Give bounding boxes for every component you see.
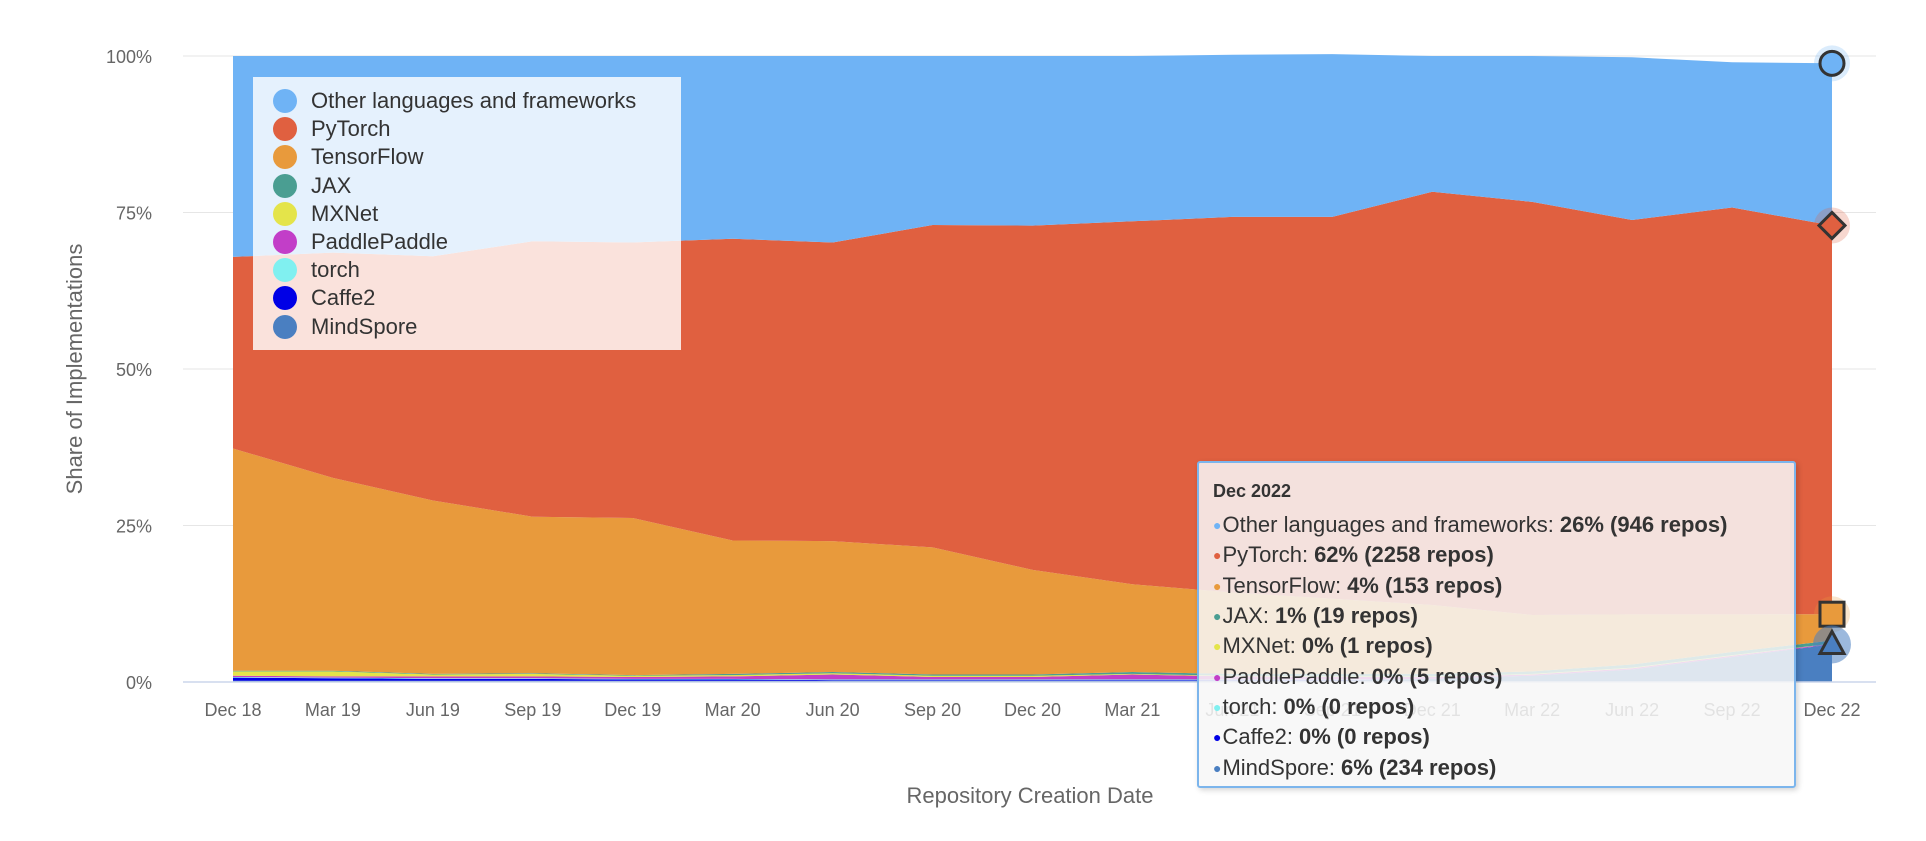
- tooltip-series-name: MXNet:: [1222, 633, 1296, 659]
- legend-swatch: [273, 230, 297, 255]
- tooltip-series-name: JAX:: [1222, 603, 1269, 629]
- tooltip-bullet: ●: [1213, 729, 1222, 746]
- tooltip-bullet: ●: [1213, 608, 1222, 625]
- tooltip-series-value: 26% (946 repos): [1559, 512, 1728, 538]
- y-axis-title: Share of Implementations: [62, 244, 87, 495]
- x-tick-label: Mar 21: [1104, 700, 1160, 720]
- legend-item[interactable]: PyTorch: [273, 115, 681, 143]
- x-tick-label: Dec 20: [1004, 700, 1061, 720]
- legend-item[interactable]: MindSpore: [273, 313, 681, 341]
- legend-item[interactable]: torch: [273, 256, 681, 284]
- legend-label: torch: [311, 257, 360, 283]
- y-tick-label: 100%: [106, 47, 152, 67]
- tooltip-series-value: 0% (0 repos): [1283, 693, 1415, 719]
- legend-label: PaddlePaddle: [311, 229, 449, 255]
- legend-item[interactable]: Other languages and frameworks: [273, 87, 681, 115]
- legend-item[interactable]: Caffe2: [273, 284, 681, 312]
- y-tick-label: 0%: [126, 673, 152, 693]
- tooltip-row: ● Other languages and frameworks: 26% (946…: [1213, 510, 1794, 540]
- tooltip-row: ● MindSpore: 6% (234 repos): [1213, 752, 1794, 782]
- tooltip-series-value: 6% (234 repos): [1340, 754, 1497, 780]
- legend-label: PyTorch: [311, 116, 391, 142]
- tooltip-series-name: MindSpore:: [1222, 754, 1335, 780]
- tooltip-series-value: 62% (2258 repos): [1314, 542, 1494, 568]
- legend-label: Caffe2: [311, 285, 376, 311]
- tooltip-series-value: 0% (0 repos): [1299, 724, 1430, 750]
- x-tick-label: Dec 22: [1803, 700, 1860, 720]
- x-tick-label: Sep 20: [904, 700, 961, 720]
- legend-swatch: [273, 145, 297, 170]
- area-mxnet: [233, 643, 1832, 677]
- x-tick-label: Jun 20: [806, 700, 860, 720]
- legend-swatch: [273, 117, 297, 142]
- tooltip-bullet: ●: [1213, 577, 1222, 594]
- tooltip-row: ● TensorFlow: 4% (153 repos): [1213, 571, 1794, 601]
- x-axis-title: Repository Creation Date: [906, 783, 1153, 808]
- legend-label: TensorFlow: [311, 144, 424, 170]
- tooltip-series-name: torch:: [1222, 693, 1278, 719]
- tooltip-row: ● JAX: 1% (19 repos): [1213, 601, 1794, 631]
- legend-swatch: [273, 201, 297, 226]
- legend-label: MXNet: [311, 200, 379, 226]
- y-tick-label: 50%: [116, 360, 152, 380]
- tooltip-series-name: PaddlePaddle:: [1222, 663, 1366, 689]
- tooltip-title: Dec 2022: [1213, 481, 1292, 501]
- hover-marker-mindspore: [1817, 628, 1847, 655]
- x-tick-label: Mar 19: [305, 700, 361, 720]
- tooltip-bullet: ●: [1213, 547, 1222, 564]
- tooltip-row: ● Caffe2: 0% (0 repos): [1213, 722, 1794, 752]
- tooltip-bullet: ●: [1213, 759, 1222, 776]
- hover-marker-pytorch: [1816, 210, 1848, 241]
- legend-item[interactable]: TensorFlow: [273, 143, 681, 171]
- legend-swatch: [273, 258, 297, 283]
- x-tick-label: Dec 19: [604, 700, 661, 720]
- hover-marker-other: [1818, 49, 1846, 77]
- x-tick-label: Sep 19: [504, 700, 561, 720]
- x-tick-label: Dec 18: [204, 700, 261, 720]
- legend-swatch: [273, 173, 297, 198]
- tooltip-series-value: 0% (1 repos): [1301, 633, 1433, 659]
- y-tick-label: 25%: [116, 517, 152, 537]
- legend-swatch: [273, 286, 297, 311]
- tooltip-series-value: 0% (5 repos): [1371, 663, 1503, 689]
- legend-item[interactable]: PaddlePaddle: [273, 228, 681, 256]
- legend-label: JAX: [311, 172, 352, 198]
- x-tick-label: Jun 19: [406, 700, 460, 720]
- y-tick-label: 75%: [116, 204, 152, 224]
- tooltip-series-value: 4% (153 repos): [1347, 572, 1503, 598]
- tooltip-bullet: ●: [1213, 517, 1222, 534]
- legend-item[interactable]: JAX: [273, 172, 681, 200]
- tooltip-bullet: ●: [1213, 638, 1222, 655]
- chart-legend: Other languages and frameworks PyTorch Ten…: [253, 77, 681, 350]
- legend-item[interactable]: MXNet: [273, 200, 681, 228]
- legend-label: Other languages and frameworks: [311, 88, 637, 114]
- tooltip-row: ● PyTorch: 62% (2258 repos): [1213, 540, 1794, 570]
- tooltip-series-name: Caffe2:: [1222, 724, 1294, 750]
- tooltip-row: ● PaddlePaddle: 0% (5 repos): [1213, 661, 1794, 691]
- tooltip-series-name: PyTorch:: [1222, 542, 1309, 568]
- x-tick-label: Mar 20: [705, 700, 761, 720]
- chart-tooltip: Dec 2022 ● Other languages and frameworks…: [1197, 461, 1796, 788]
- tooltip-series-name: Other languages and frameworks:: [1222, 512, 1554, 538]
- legend-label: MindSpore: [311, 313, 418, 339]
- hover-marker-tensorflow: [1818, 600, 1846, 628]
- tooltip-series-value: 1% (19 repos): [1274, 603, 1418, 629]
- legend-swatch: [273, 89, 297, 114]
- tooltip-row: ● torch: 0% (0 repos): [1213, 692, 1794, 722]
- tooltip-bullet: ●: [1213, 668, 1222, 685]
- tooltip-row: ● MXNet: 0% (1 repos): [1213, 631, 1794, 661]
- area-jax: [233, 640, 1832, 677]
- tooltip-series-name: TensorFlow:: [1222, 572, 1342, 598]
- tooltip-bullet: ●: [1213, 698, 1222, 715]
- tooltip-rows: ● Other languages and frameworks: 26% (946…: [1213, 510, 1794, 783]
- legend-swatch: [273, 314, 297, 339]
